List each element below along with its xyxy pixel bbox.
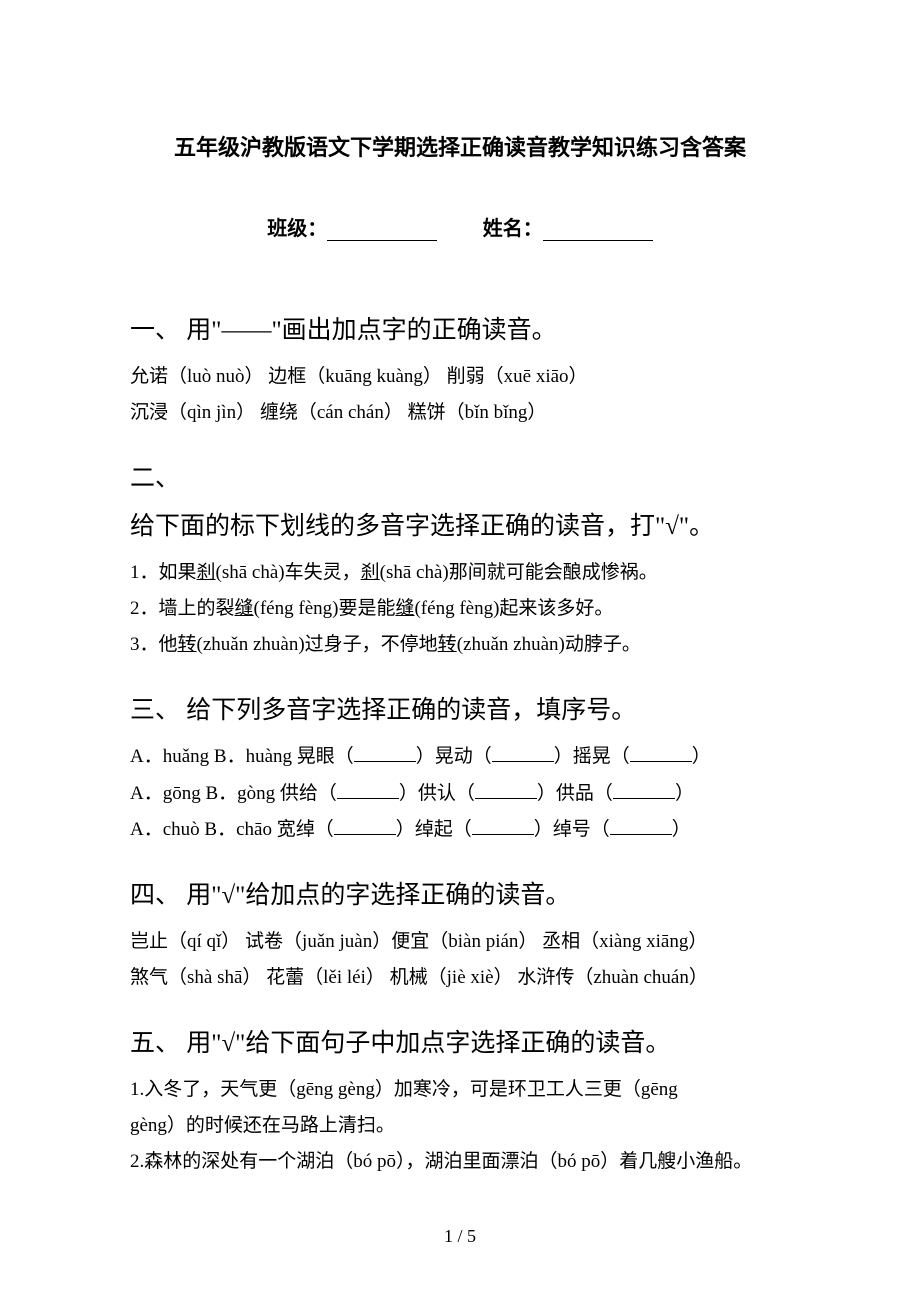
- section-2: 二、 给下面的标下划线的多音字选择正确的读音，打"√"。 1．如果刹(shā c…: [130, 459, 790, 663]
- section-3-row-1: A．huǎng B．huàng 晃眼（）晃动（）摇晃（）: [130, 739, 790, 775]
- class-label: 班级：: [267, 218, 327, 240]
- blank[interactable]: [630, 744, 692, 762]
- section-3-row-3: A．chuò B．chāo 宽绰（）绰起（）绰号（）: [130, 812, 790, 848]
- section-2-item-3: 3．他转(zhuǎn zhuàn)过身子，不停地转(zhuǎn zhuàn)动脖…: [130, 627, 790, 663]
- blank[interactable]: [337, 781, 399, 799]
- section-3-heading: 三、 给下列多音字选择正确的读音，填序号。: [130, 691, 790, 731]
- section-4: 四、 用"√"给加点的字选择正确的读音。 岂止（qí qǐ） 试卷（juǎn j…: [130, 876, 790, 996]
- blank[interactable]: [334, 817, 396, 835]
- name-blank[interactable]: [543, 221, 653, 241]
- blank[interactable]: [354, 744, 416, 762]
- blank[interactable]: [610, 817, 672, 835]
- section-3: 三、 给下列多音字选择正确的读音，填序号。 A．huǎng B．huàng 晃眼…: [130, 691, 790, 847]
- section-5: 五、 用"√"给下面句子中加点字选择正确的读音。 1.入冬了，天气更（gēng …: [130, 1024, 790, 1180]
- blank[interactable]: [472, 817, 534, 835]
- section-4-heading: 四、 用"√"给加点的字选择正确的读音。: [130, 876, 790, 916]
- blank[interactable]: [492, 744, 554, 762]
- worksheet-title: 五年级沪教版语文下学期选择正确读音教学知识练习含答案: [130, 130, 790, 162]
- student-info-row: 班级： 姓名：: [130, 212, 790, 241]
- section-1: 一、 用"——"画出加点字的正确读音。 允诺（luò nuò） 边框（kuāng…: [130, 311, 790, 431]
- section-2-heading-b: 给下面的标下划线的多音字选择正确的读音，打"√"。: [130, 507, 790, 547]
- section-1-heading: 一、 用"——"画出加点字的正确读音。: [130, 311, 790, 351]
- section-2-item-2: 2．墙上的裂缝(féng fèng)要是能缝(féng fèng)起来该多好。: [130, 591, 790, 627]
- blank[interactable]: [613, 781, 675, 799]
- page-content: 五年级沪教版语文下学期选择正确读音教学知识练习含答案 班级： 姓名： 一、 用"…: [0, 0, 920, 1180]
- blank[interactable]: [475, 781, 537, 799]
- section-5-line-2: gèng）的时候还在马路上清扫。: [130, 1108, 790, 1144]
- section-5-line-3: 2.森林的深处有一个湖泊（bó pō），湖泊里面漂泊（bó pō）着几艘小渔船。: [130, 1144, 790, 1180]
- section-1-line-2: 沉浸（qìn jìn） 缠绕（cán chán） 糕饼（bǐn bǐng）: [130, 395, 790, 431]
- section-1-line-1: 允诺（luò nuò） 边框（kuāng kuàng） 削弱（xuē xiāo）: [130, 359, 790, 395]
- section-3-row-2: A．gōng B．gòng 供给（）供认（）供品（）: [130, 776, 790, 812]
- name-label: 姓名：: [483, 218, 543, 240]
- page-number: 1 / 5: [0, 1226, 920, 1247]
- section-2-item-1: 1．如果刹(shā chà)车失灵，刹(shā chà)那间就可能会酿成惨祸。: [130, 555, 790, 591]
- section-5-heading: 五、 用"√"给下面句子中加点字选择正确的读音。: [130, 1024, 790, 1064]
- class-blank[interactable]: [327, 221, 437, 241]
- section-5-line-1: 1.入冬了，天气更（gēng gèng）加寒冷，可是环卫工人三更（gēng: [130, 1072, 790, 1108]
- section-2-heading-a: 二、: [130, 459, 790, 499]
- section-4-line-1: 岂止（qí qǐ） 试卷（juǎn juàn）便宜（biàn pián） 丞相（…: [130, 924, 790, 960]
- section-4-line-2: 煞气（shà shā） 花蕾（lěi léi） 机械（jiè xiè） 水浒传（…: [130, 960, 790, 996]
